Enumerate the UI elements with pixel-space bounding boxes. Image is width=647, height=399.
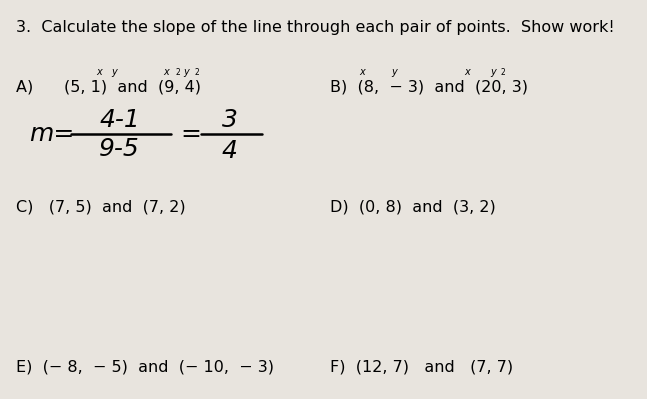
Text: C)   (7, 5)  and  (7, 2): C) (7, 5) and (7, 2) (16, 200, 186, 215)
Text: 9-5: 9-5 (100, 137, 140, 161)
Text: y: y (391, 67, 397, 77)
Text: 3: 3 (222, 108, 237, 132)
Text: A)      (5, 1)  and  (9, 4): A) (5, 1) and (9, 4) (16, 80, 201, 95)
Text: x: x (465, 67, 470, 77)
Text: m=: m= (29, 122, 74, 146)
Text: y: y (490, 67, 496, 77)
Text: E)  (− 8,  − 5)  and  (− 10,  − 3): E) (− 8, − 5) and (− 10, − 3) (16, 359, 274, 374)
Text: x: x (96, 67, 102, 77)
Text: B)  (8,  − 3)  and  (20, 3): B) (8, − 3) and (20, 3) (330, 80, 528, 95)
Text: 2: 2 (175, 67, 180, 77)
Text: 2: 2 (501, 67, 505, 77)
Text: 4: 4 (222, 139, 237, 163)
Text: 2: 2 (195, 67, 199, 77)
Text: D)  (0, 8)  and  (3, 2): D) (0, 8) and (3, 2) (330, 200, 496, 215)
Text: x: x (359, 67, 365, 77)
Text: 3.  Calculate the slope of the line through each pair of points.  Show work!: 3. Calculate the slope of the line throu… (16, 20, 615, 35)
Text: F)  (12, 7)   and   (7, 7): F) (12, 7) and (7, 7) (330, 359, 513, 374)
Text: 4-1: 4-1 (100, 108, 140, 132)
Text: =: = (180, 122, 201, 146)
Text: y: y (184, 67, 190, 77)
Text: y: y (111, 67, 117, 77)
Text: x: x (164, 67, 170, 77)
